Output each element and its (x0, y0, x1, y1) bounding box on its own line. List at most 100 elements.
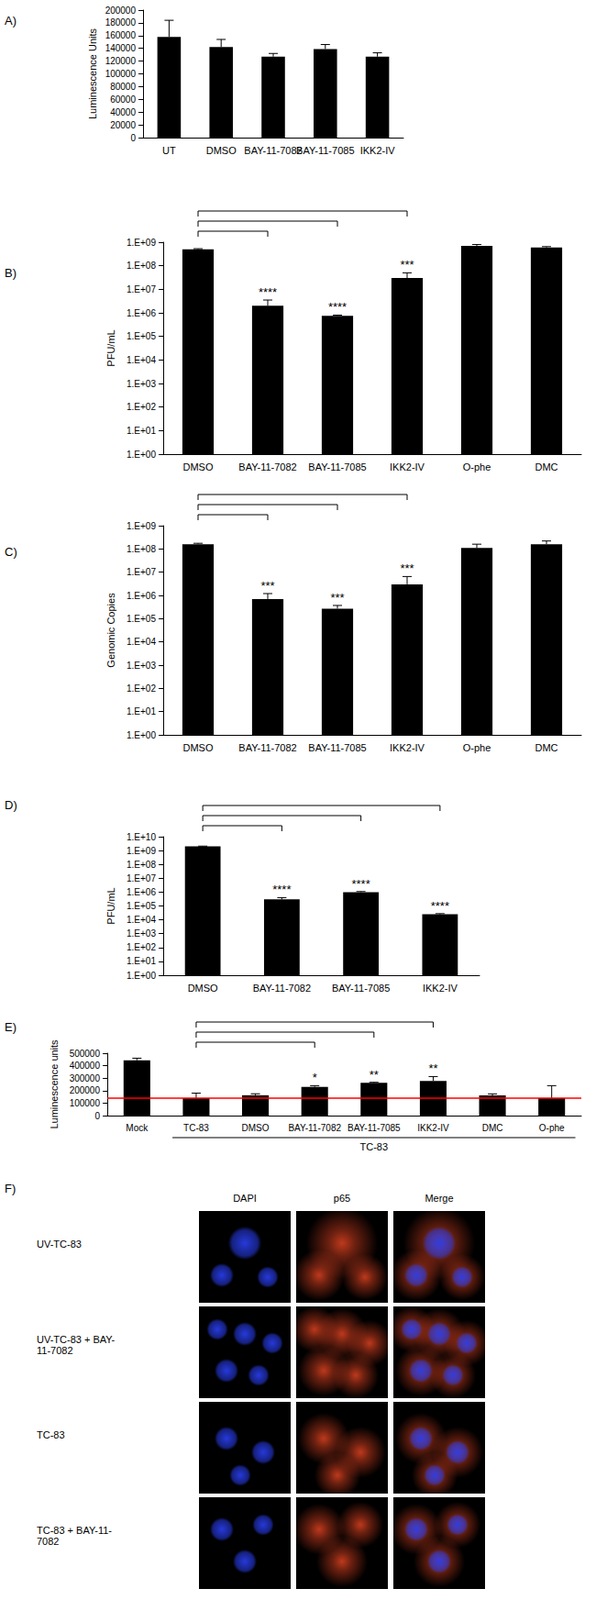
svg-text:BAY-11-7082: BAY-11-7082 (238, 461, 297, 473)
svg-text:1.E+01: 1.E+01 (126, 706, 156, 717)
svg-text:****: **** (258, 285, 277, 299)
svg-text:DMC: DMC (534, 461, 558, 473)
svg-text:DMC: DMC (534, 741, 558, 753)
svg-text:120000: 120000 (105, 55, 137, 67)
html-text:TC-83 + BAY-11-7082: TC-83 + BAY-11-7082 (36, 1523, 112, 1546)
svg-text:*: * (312, 1070, 318, 1084)
svg-text:40000: 40000 (110, 107, 136, 118)
svg-text:1.E+08: 1.E+08 (126, 260, 156, 271)
html-text:A): A) (4, 13, 17, 28)
svg-text:BAY-11-7085: BAY-11-7085 (347, 1122, 401, 1133)
svg-text:1.E+05: 1.E+05 (126, 900, 156, 911)
svg-text:O-phe: O-phe (463, 461, 492, 473)
svg-text:1.E+06: 1.E+06 (126, 590, 156, 601)
svg-text:1.E+09: 1.E+09 (126, 237, 156, 248)
svg-text:1.E+05: 1.E+05 (126, 331, 156, 342)
svg-text:Luminescence Units: Luminescence Units (87, 27, 99, 120)
html-text:D): D) (4, 797, 18, 812)
svg-text:DMSO: DMSO (187, 982, 219, 994)
svg-text:1.E+06: 1.E+06 (126, 308, 156, 319)
svg-text:20000: 20000 (110, 120, 136, 131)
svg-text:180000: 180000 (105, 17, 137, 28)
html-text:C): C) (4, 544, 18, 559)
svg-text:TC-83: TC-83 (183, 1122, 210, 1133)
svg-text:**: ** (369, 1067, 379, 1082)
svg-text:TC-83: TC-83 (360, 1140, 389, 1152)
svg-text:1.E+03: 1.E+03 (126, 927, 156, 939)
svg-text:O-phe: O-phe (539, 1122, 565, 1133)
svg-text:1.E+04: 1.E+04 (126, 636, 156, 647)
svg-text:1.E+06: 1.E+06 (126, 886, 156, 897)
svg-text:***: *** (330, 590, 344, 605)
svg-text:BAY-11-7085: BAY-11-7085 (308, 741, 366, 753)
svg-text:***: *** (260, 578, 275, 593)
svg-text:***: *** (399, 561, 414, 575)
svg-text:Mock: Mock (125, 1122, 149, 1133)
svg-text:1.E+05: 1.E+05 (126, 613, 156, 624)
svg-text:1.E+10: 1.E+10 (126, 831, 156, 842)
svg-text:IKK2-IV: IKK2-IV (389, 461, 426, 473)
svg-text:1.E+04: 1.E+04 (126, 914, 156, 925)
svg-text:DMSO: DMSO (183, 461, 214, 473)
svg-text:****: **** (328, 299, 347, 314)
svg-text:1.E+00: 1.E+00 (126, 970, 156, 981)
svg-text:1.E+07: 1.E+07 (126, 284, 156, 295)
svg-text:80000: 80000 (110, 81, 136, 92)
svg-text:**: ** (428, 1060, 438, 1075)
svg-text:1.E+03: 1.E+03 (126, 660, 156, 671)
svg-text:0: 0 (94, 1110, 100, 1121)
svg-text:200000: 200000 (105, 5, 137, 16)
svg-text:0: 0 (130, 132, 136, 144)
svg-text:100000: 100000 (105, 68, 137, 79)
svg-text:O-phe: O-phe (463, 741, 492, 753)
svg-text:BAY-11-7085: BAY-11-7085 (308, 461, 366, 473)
svg-text:Luminescence units: Luminescence units (48, 1038, 60, 1129)
svg-text:400000: 400000 (69, 1059, 101, 1071)
svg-text:1.E+02: 1.E+02 (126, 683, 156, 694)
svg-text:1.E+00: 1.E+00 (126, 729, 156, 740)
svg-text:1.E+08: 1.E+08 (126, 859, 156, 870)
svg-text:1.E+09: 1.E+09 (126, 845, 156, 856)
svg-text:1.E+02: 1.E+02 (126, 941, 156, 952)
svg-text:IKK2-IV: IKK2-IV (360, 144, 397, 156)
svg-text:BAY-11-7085: BAY-11-7085 (331, 982, 390, 994)
svg-text:100000: 100000 (69, 1097, 101, 1108)
svg-text:DMSO: DMSO (183, 741, 214, 753)
svg-text:1.E+01: 1.E+01 (126, 955, 156, 966)
svg-text:DMSO: DMSO (206, 144, 237, 156)
svg-text:****: **** (272, 882, 291, 896)
svg-text:UT: UT (162, 144, 177, 156)
svg-text:BAY-11-7082: BAY-11-7082 (253, 982, 311, 994)
svg-text:1.E+01: 1.E+01 (126, 425, 156, 436)
svg-text:1.E+04: 1.E+04 (126, 354, 156, 365)
svg-text:1.E+08: 1.E+08 (126, 543, 156, 554)
svg-text:60000: 60000 (110, 94, 136, 105)
svg-text:****: **** (352, 876, 371, 891)
html-text:UV-TC-83 + BAY-11-7082: UV-TC-83 + BAY-11-7082 (36, 1333, 115, 1356)
svg-text:BAY-11-7082: BAY-11-7082 (243, 144, 302, 156)
svg-text:1.E+07: 1.E+07 (126, 872, 156, 883)
svg-text:****: **** (430, 898, 450, 913)
svg-text:PFU/mL: PFU/mL (105, 329, 117, 366)
svg-text:1.E+09: 1.E+09 (126, 520, 156, 531)
svg-text:BAY-11-7082: BAY-11-7082 (238, 741, 297, 753)
svg-text:Genomic Copies: Genomic Copies (105, 592, 117, 668)
svg-text:PFU/mL: PFU/mL (105, 886, 117, 924)
svg-text:1.E+07: 1.E+07 (126, 566, 156, 577)
svg-text:160000: 160000 (105, 30, 137, 41)
svg-text:200000: 200000 (69, 1084, 101, 1095)
svg-text:1.E+02: 1.E+02 (126, 401, 156, 412)
svg-text:IKK2-IV: IKK2-IV (389, 741, 426, 753)
svg-text:BAY-11-7082: BAY-11-7082 (287, 1122, 342, 1133)
svg-text:DMC: DMC (482, 1122, 504, 1133)
svg-text:BAY-11-7085: BAY-11-7085 (296, 144, 354, 156)
svg-text:IKK2-IV: IKK2-IV (417, 1122, 450, 1133)
svg-text:DMSO: DMSO (242, 1122, 270, 1133)
svg-text:300000: 300000 (69, 1072, 101, 1083)
svg-text:140000: 140000 (105, 43, 137, 54)
svg-text:***: *** (399, 257, 414, 272)
svg-text:1.E+00: 1.E+00 (126, 449, 156, 460)
svg-text:IKK2-IV: IKK2-IV (422, 982, 459, 994)
svg-text:500000: 500000 (69, 1048, 101, 1059)
svg-text:1.E+03: 1.E+03 (126, 378, 156, 389)
